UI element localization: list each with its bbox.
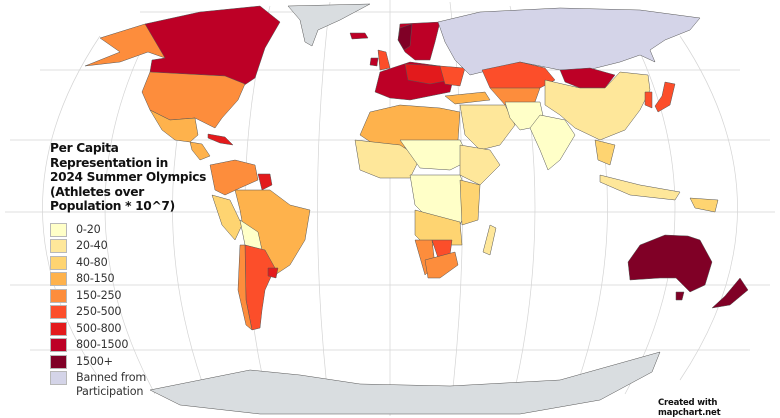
australia[interactable]: [627, 234, 713, 293]
legend-item: 500-800: [50, 321, 250, 339]
legend-title-line: Per Capita: [50, 141, 119, 155]
horn-of-africa[interactable]: [459, 144, 501, 186]
iceland[interactable]: [349, 32, 369, 40]
indonesia[interactable]: [599, 174, 681, 201]
legend-label: Banned from Participation: [76, 371, 146, 399]
legend-label: 80-150: [76, 272, 115, 286]
legend-label: 250-500: [76, 305, 122, 319]
chile[interactable]: [237, 244, 253, 331]
legend-item: 20-40: [50, 239, 250, 256]
legend-swatch: [50, 288, 67, 303]
oceania: [627, 234, 749, 309]
legend-swatch: [50, 371, 67, 386]
central-america[interactable]: [189, 141, 211, 161]
legend-title: Per Capita Representation in 2024 Summer…: [50, 141, 250, 214]
legend-title-line: Population * 10^7): [50, 199, 175, 214]
africa: [354, 104, 501, 279]
central-europe[interactable]: [404, 63, 451, 85]
papua-new-guinea[interactable]: [689, 197, 719, 213]
legend-title-line: Representation in: [50, 155, 168, 170]
south-africa[interactable]: [424, 251, 459, 279]
middle-east[interactable]: [459, 104, 516, 151]
legend-label: 1500+: [76, 354, 113, 368]
west-africa[interactable]: [354, 139, 421, 179]
legend-item: 800-1500: [50, 338, 250, 355]
legend-item: 40-80: [50, 255, 250, 273]
china[interactable]: [544, 71, 651, 141]
legend-item: 80-150: [50, 272, 250, 289]
norway[interactable]: [397, 23, 413, 51]
legend-item: 250-500: [50, 305, 250, 322]
legend-swatch: [50, 321, 67, 336]
europe: [369, 21, 491, 105]
legend-label: 800-1500: [76, 338, 129, 352]
turkey[interactable]: [444, 91, 491, 105]
legend-title-line: 2024 Summer Olympics: [50, 170, 207, 185]
legend-label: 20-40: [76, 239, 108, 253]
eastern-europe[interactable]: [439, 65, 466, 87]
colombia-venezuela[interactable]: [209, 159, 259, 196]
legend-label: 150-250: [76, 288, 122, 302]
tasmania[interactable]: [675, 291, 685, 301]
india[interactable]: [529, 114, 576, 171]
south-america: [209, 159, 311, 331]
legend-title-line: (Athletes over: [50, 184, 144, 199]
legend-item: 150-250: [50, 288, 250, 306]
mongolia[interactable]: [559, 67, 616, 89]
legend-item: 1500+: [50, 354, 250, 372]
legend-label-line: Participation: [76, 385, 144, 399]
legend-swatch: [50, 239, 67, 254]
korea[interactable]: [644, 91, 653, 109]
legend-swatch: [50, 272, 67, 287]
legend-label: 40-80: [76, 255, 108, 269]
legend-swatch: [50, 305, 67, 320]
legend-label-line: Banned from: [76, 371, 147, 385]
uruguay[interactable]: [267, 267, 279, 279]
united-kingdom[interactable]: [377, 49, 391, 71]
asia: [437, 7, 719, 213]
legend-label: 0-20: [76, 222, 101, 236]
united-states[interactable]: [141, 71, 246, 129]
legend-swatch: [50, 338, 67, 353]
ireland[interactable]: [369, 57, 379, 67]
cuba[interactable]: [207, 133, 234, 146]
new-zealand[interactable]: [711, 277, 749, 309]
north-america: [84, 3, 371, 161]
peru[interactable]: [211, 194, 243, 241]
mexico[interactable]: [149, 109, 199, 143]
madagascar[interactable]: [482, 224, 497, 256]
legend-swatch: [50, 255, 67, 270]
legend-item-banned: Banned from Participation: [50, 371, 250, 405]
russia[interactable]: [437, 7, 701, 76]
suriname[interactable]: [257, 173, 273, 191]
japan[interactable]: [654, 81, 676, 113]
legend-item: 0-20: [50, 222, 250, 240]
legend-label: 500-800: [76, 321, 122, 335]
legend-swatch: [50, 222, 67, 237]
greenland[interactable]: [287, 3, 371, 47]
legend-swatch: [50, 354, 67, 369]
east-africa[interactable]: [459, 179, 481, 226]
map-legend: Per Capita Representation in 2024 Summer…: [50, 141, 250, 405]
southeast-asia[interactable]: [594, 139, 616, 166]
credit-text: Created with mapchart.net: [658, 398, 721, 418]
antarctica[interactable]: [149, 351, 661, 415]
legend-items: 0-20 20-40 40-80 80-150 150-250 250-500 …: [50, 222, 250, 406]
